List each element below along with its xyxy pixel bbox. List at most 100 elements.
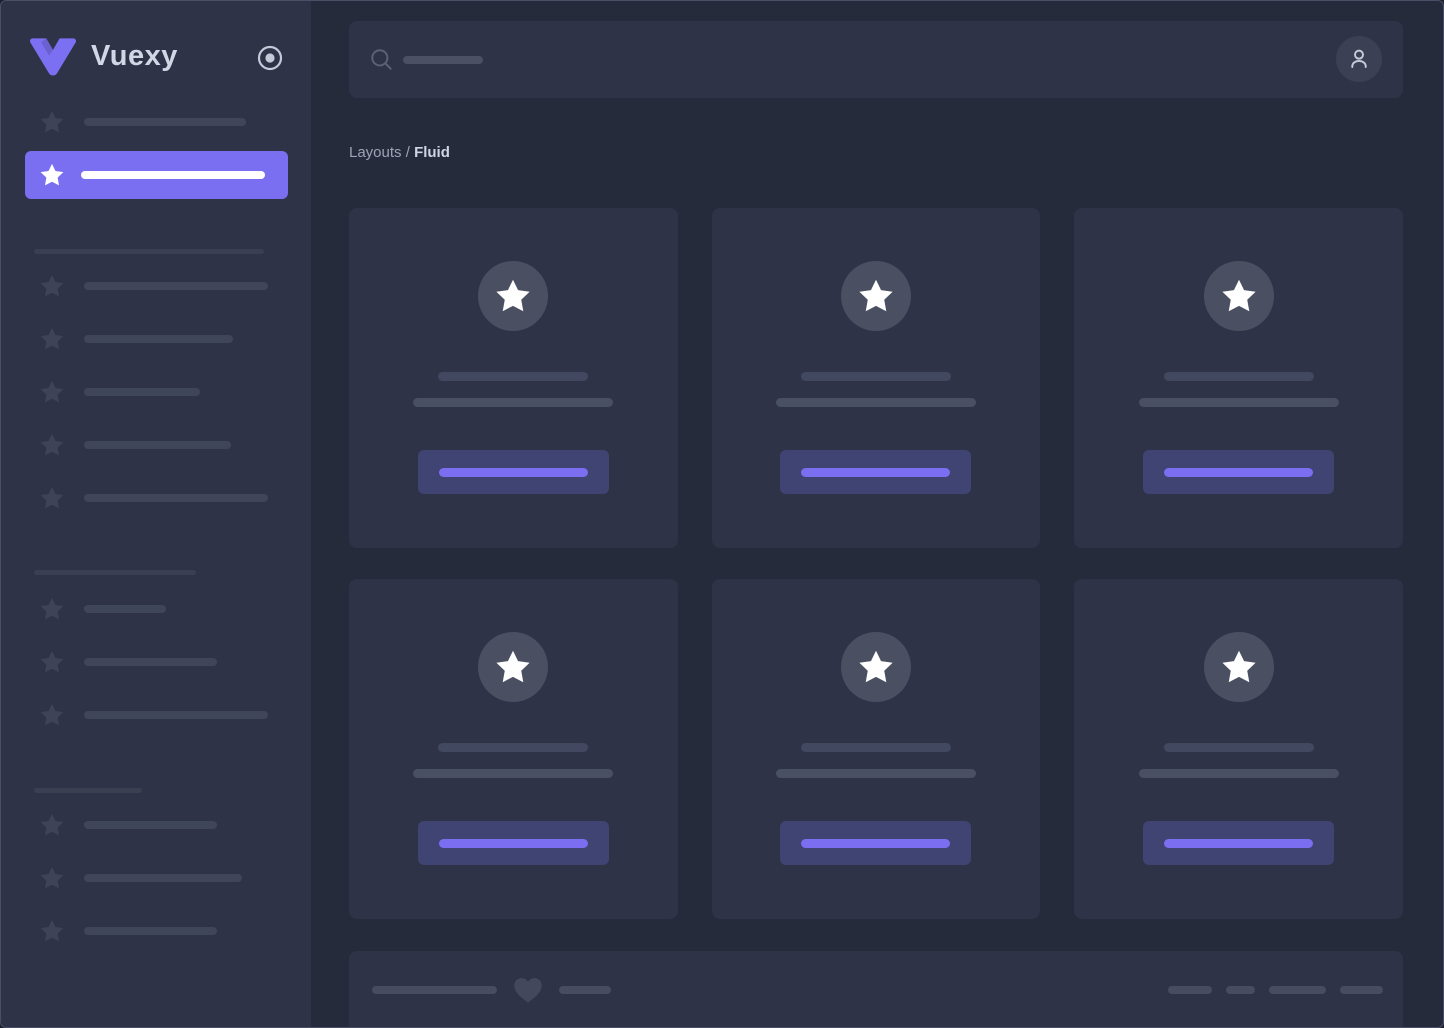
sidebar-item[interactable]: [39, 649, 217, 675]
star-icon: [40, 274, 64, 297]
star-icon: [40, 380, 64, 403]
sidebar-item[interactable]: [39, 865, 242, 891]
sidebar-item-active[interactable]: [25, 151, 288, 199]
star-icon: [1222, 650, 1256, 683]
star-icon: [496, 279, 530, 312]
card-avatar: [840, 632, 911, 702]
menu-label-placeholder: [84, 821, 217, 829]
card-subtitle-placeholder: [1138, 769, 1339, 778]
sidebar-item[interactable]: [39, 596, 166, 622]
main-area: Layouts / Fluid: [311, 1, 1443, 1027]
star-icon: [40, 433, 64, 456]
card-title-placeholder: [1163, 372, 1314, 381]
star-icon: [40, 703, 64, 726]
card-button[interactable]: [780, 821, 972, 865]
card-button[interactable]: [417, 450, 609, 494]
menu-label-placeholder: [84, 441, 231, 449]
menu-label-placeholder: [84, 118, 246, 126]
footer-text-placeholder: [559, 986, 611, 994]
sidebar-item[interactable]: [39, 109, 246, 135]
button-label-placeholder: [1164, 838, 1314, 848]
card-title-placeholder: [800, 372, 951, 381]
card-title-placeholder: [438, 372, 589, 381]
card: [1074, 579, 1403, 919]
card-button[interactable]: [1143, 450, 1335, 494]
card-avatar: [1203, 632, 1274, 702]
card-title-placeholder: [800, 743, 951, 752]
footer-text-placeholder: [372, 986, 497, 994]
footer-text-placeholder: [1340, 986, 1383, 994]
footer-text-placeholder: [1226, 986, 1255, 994]
star-icon: [40, 163, 64, 186]
breadcrumb-separator-glyph: /: [405, 144, 410, 161]
card-button[interactable]: [1143, 821, 1335, 865]
star-icon: [1222, 279, 1256, 312]
sidebar-item[interactable]: [39, 273, 268, 299]
card-avatar: [1203, 261, 1274, 331]
card: [1074, 208, 1403, 548]
breadcrumb-parent[interactable]: Layouts: [349, 144, 402, 161]
breadcrumb: Layouts / Fluid: [349, 144, 450, 161]
sidebar-item[interactable]: [39, 432, 231, 458]
footer-bar: [349, 951, 1403, 1027]
sidebar-item[interactable]: [39, 702, 268, 728]
sidebar-item[interactable]: [39, 379, 200, 405]
menu-label-placeholder: [84, 658, 217, 666]
menu-section-header-placeholder: [34, 569, 196, 575]
breadcrumb-current: Fluid: [414, 144, 450, 161]
button-label-placeholder: [1164, 467, 1314, 477]
star-icon: [859, 279, 893, 312]
card-button[interactable]: [417, 821, 609, 865]
button-label-placeholder: [801, 467, 951, 477]
card-avatar: [478, 261, 549, 331]
heart-icon: [514, 978, 542, 1003]
sidebar-item[interactable]: [39, 326, 233, 352]
star-icon: [40, 866, 64, 889]
cards-grid: [349, 208, 1403, 919]
star-icon: [40, 327, 64, 350]
menu-label-placeholder: [84, 874, 242, 882]
card: [349, 208, 678, 548]
footer-right-group: [1168, 986, 1383, 994]
search-bar[interactable]: [349, 21, 1403, 98]
card-subtitle-placeholder: [413, 769, 614, 778]
user-icon: [1351, 49, 1367, 68]
button-label-placeholder: [438, 467, 588, 477]
footer-text-placeholder: [1168, 986, 1212, 994]
menu-label-placeholder: [84, 927, 217, 935]
vuexy-logo-icon: [29, 38, 77, 81]
star-icon: [859, 650, 893, 683]
menu-label-placeholder: [84, 711, 268, 719]
card: [711, 579, 1041, 919]
star-icon: [40, 110, 64, 133]
card-button[interactable]: [780, 450, 972, 494]
menu-label-placeholder: [84, 282, 268, 290]
footer-text-placeholder: [1269, 986, 1326, 994]
menu-section-header-placeholder: [34, 248, 264, 254]
sidebar-item[interactable]: [39, 918, 217, 944]
brand-name: Vuexy: [91, 40, 178, 72]
sidebar-item[interactable]: [39, 485, 268, 511]
user-avatar-button[interactable]: [1336, 36, 1382, 82]
sidebar-item[interactable]: [39, 812, 217, 838]
star-icon: [40, 597, 64, 620]
button-label-placeholder: [801, 838, 951, 848]
menu-label-placeholder: [84, 388, 200, 396]
card: [349, 579, 678, 919]
card-subtitle-placeholder: [775, 398, 976, 407]
star-icon: [40, 650, 64, 673]
menu-label-placeholder: [84, 494, 268, 502]
sidebar: Vuexy: [1, 1, 311, 1027]
star-icon: [40, 919, 64, 942]
card-subtitle-placeholder: [413, 398, 614, 407]
card-avatar: [840, 261, 911, 331]
menu-label-placeholder: [84, 605, 166, 613]
menu-label-placeholder: [84, 335, 233, 343]
search-placeholder: [403, 56, 483, 64]
star-icon: [496, 650, 530, 683]
card-subtitle-placeholder: [775, 769, 976, 778]
footer-left-group: [372, 976, 611, 1004]
star-icon: [40, 486, 64, 509]
radio-circle-icon[interactable]: [256, 44, 284, 77]
